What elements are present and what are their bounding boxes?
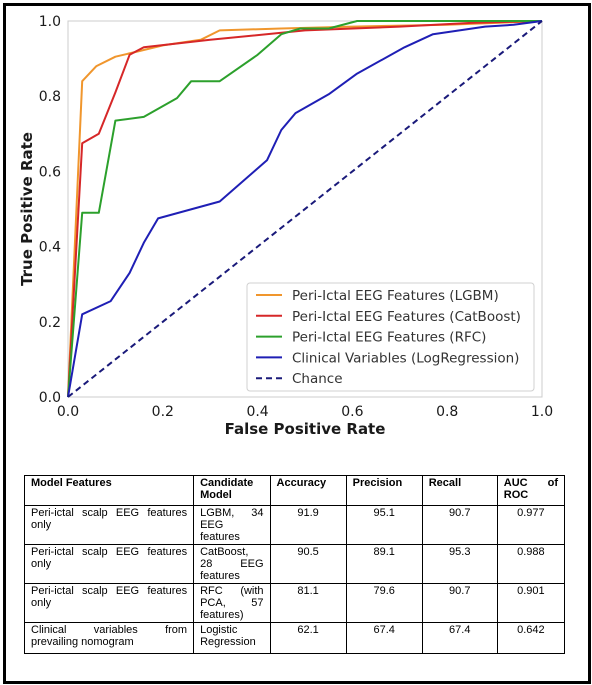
cell-precision: 67.4	[345, 622, 423, 654]
header-candidate-model: Candidate Model	[193, 475, 271, 506]
x-tick-label: 0.2	[152, 404, 174, 420]
series-line-2	[67, 20, 542, 398]
cell-precision: 95.1	[345, 505, 423, 545]
cell-model-features: Peri-ictal scalp EEG features only	[23, 505, 195, 545]
header-auc-roc: AUC of ROC	[496, 475, 566, 506]
y-tick-label: 0.6	[39, 164, 61, 180]
y-axis-title: True Positive Rate	[18, 132, 36, 286]
legend-label-2: Peri-Ictal EEG Features (RFC)	[292, 330, 486, 346]
y-tick-label: 0.2	[39, 315, 61, 331]
legend: Peri-Ictal EEG Features (LGBM) Peri-Ictal…	[246, 282, 535, 392]
cell-candidate-model: LGBM, 34 EEG features	[193, 505, 271, 545]
series-line-4	[67, 20, 543, 398]
header-precision: Precision	[345, 475, 423, 506]
y-tick-label: 0.8	[39, 89, 61, 105]
cell-auc: 0.642	[496, 622, 566, 654]
legend-box	[246, 282, 535, 392]
x-tick-label: 0.4	[246, 404, 268, 420]
table-row: Peri-ictal scalp EEG features only LGBM,…	[23, 505, 566, 545]
header-recall: Recall	[421, 475, 498, 506]
cell-recall: 90.7	[421, 505, 498, 545]
table-row: Peri-ictal scalp EEG features only CatBo…	[23, 544, 566, 584]
cell-candidate-model: CatBoost, 28 EEG features	[193, 544, 271, 584]
legend-items: Peri-Ictal EEG Features (LGBM) Peri-Ictal…	[256, 288, 521, 387]
x-axis-title: False Positive Rate	[225, 420, 386, 438]
table-row: Clinical variables from prevailing nomog…	[23, 622, 566, 654]
cell-accuracy: 90.5	[269, 544, 347, 584]
roc-chart: 0.0 0.2 0.4 0.6 0.8 1.0 0.0 0.2 0.4 0.6 0.8 1.0 Fa…	[18, 14, 553, 438]
legend-label-0: Peri-Ictal EEG Features (LGBM)	[292, 288, 499, 304]
cell-recall: 90.7	[421, 583, 498, 623]
table-row: Peri-ictal scalp EEG features only RFC (…	[23, 583, 566, 623]
legend-label-3: Clinical Variables (LogRegression)	[292, 350, 519, 366]
cell-model-features: Peri-ictal scalp EEG features only	[23, 544, 195, 584]
x-tick-label: 0.0	[57, 404, 79, 420]
y-tick-label: 0.4	[39, 240, 61, 256]
cell-auc: 0.901	[496, 583, 566, 623]
cell-accuracy: 81.1	[269, 583, 347, 623]
series-line-3	[67, 20, 543, 398]
figure-frame	[3, 3, 591, 684]
y-tick-label: 0.0	[39, 390, 61, 406]
series-line-1	[67, 20, 543, 398]
cell-model-features: Peri-ictal scalp EEG features only	[23, 583, 195, 623]
cell-candidate-model: Logistic Regression	[193, 622, 271, 654]
x-tick-label: 1.0	[531, 404, 553, 420]
cell-auc: 0.988	[496, 544, 566, 584]
y-tick-label: 1.0	[39, 14, 61, 30]
x-tick-label: 0.8	[436, 404, 458, 420]
x-tick-label: 0.6	[341, 404, 363, 420]
header-model-features: Model Features	[23, 475, 195, 506]
header-accuracy: Accuracy	[269, 475, 347, 506]
cell-recall: 95.3	[421, 544, 498, 584]
metrics-table: Model Features Candidate Model Accuracy …	[23, 475, 566, 654]
y-tick-labels: 0.0 0.2 0.4 0.6 0.8 1.0	[39, 14, 61, 406]
x-tick-labels: 0.0 0.2 0.4 0.6 0.8 1.0	[57, 404, 553, 420]
cell-recall: 67.4	[421, 622, 498, 654]
cell-auc: 0.977	[496, 505, 566, 545]
cell-model-features: Clinical variables from prevailing nomog…	[23, 622, 195, 654]
cell-accuracy: 62.1	[269, 622, 347, 654]
cell-candidate-model: RFC (with PCA, 57 features)	[193, 583, 271, 623]
cell-accuracy: 91.9	[269, 505, 347, 545]
legend-label-1: Peri-Ictal EEG Features (CatBoost)	[292, 309, 521, 325]
series-layer	[67, 20, 543, 398]
table-header-row: Model Features Candidate Model Accuracy …	[23, 475, 566, 506]
cell-precision: 79.6	[345, 583, 423, 623]
cell-precision: 89.1	[345, 544, 423, 584]
legend-label-4: Chance	[292, 371, 343, 387]
